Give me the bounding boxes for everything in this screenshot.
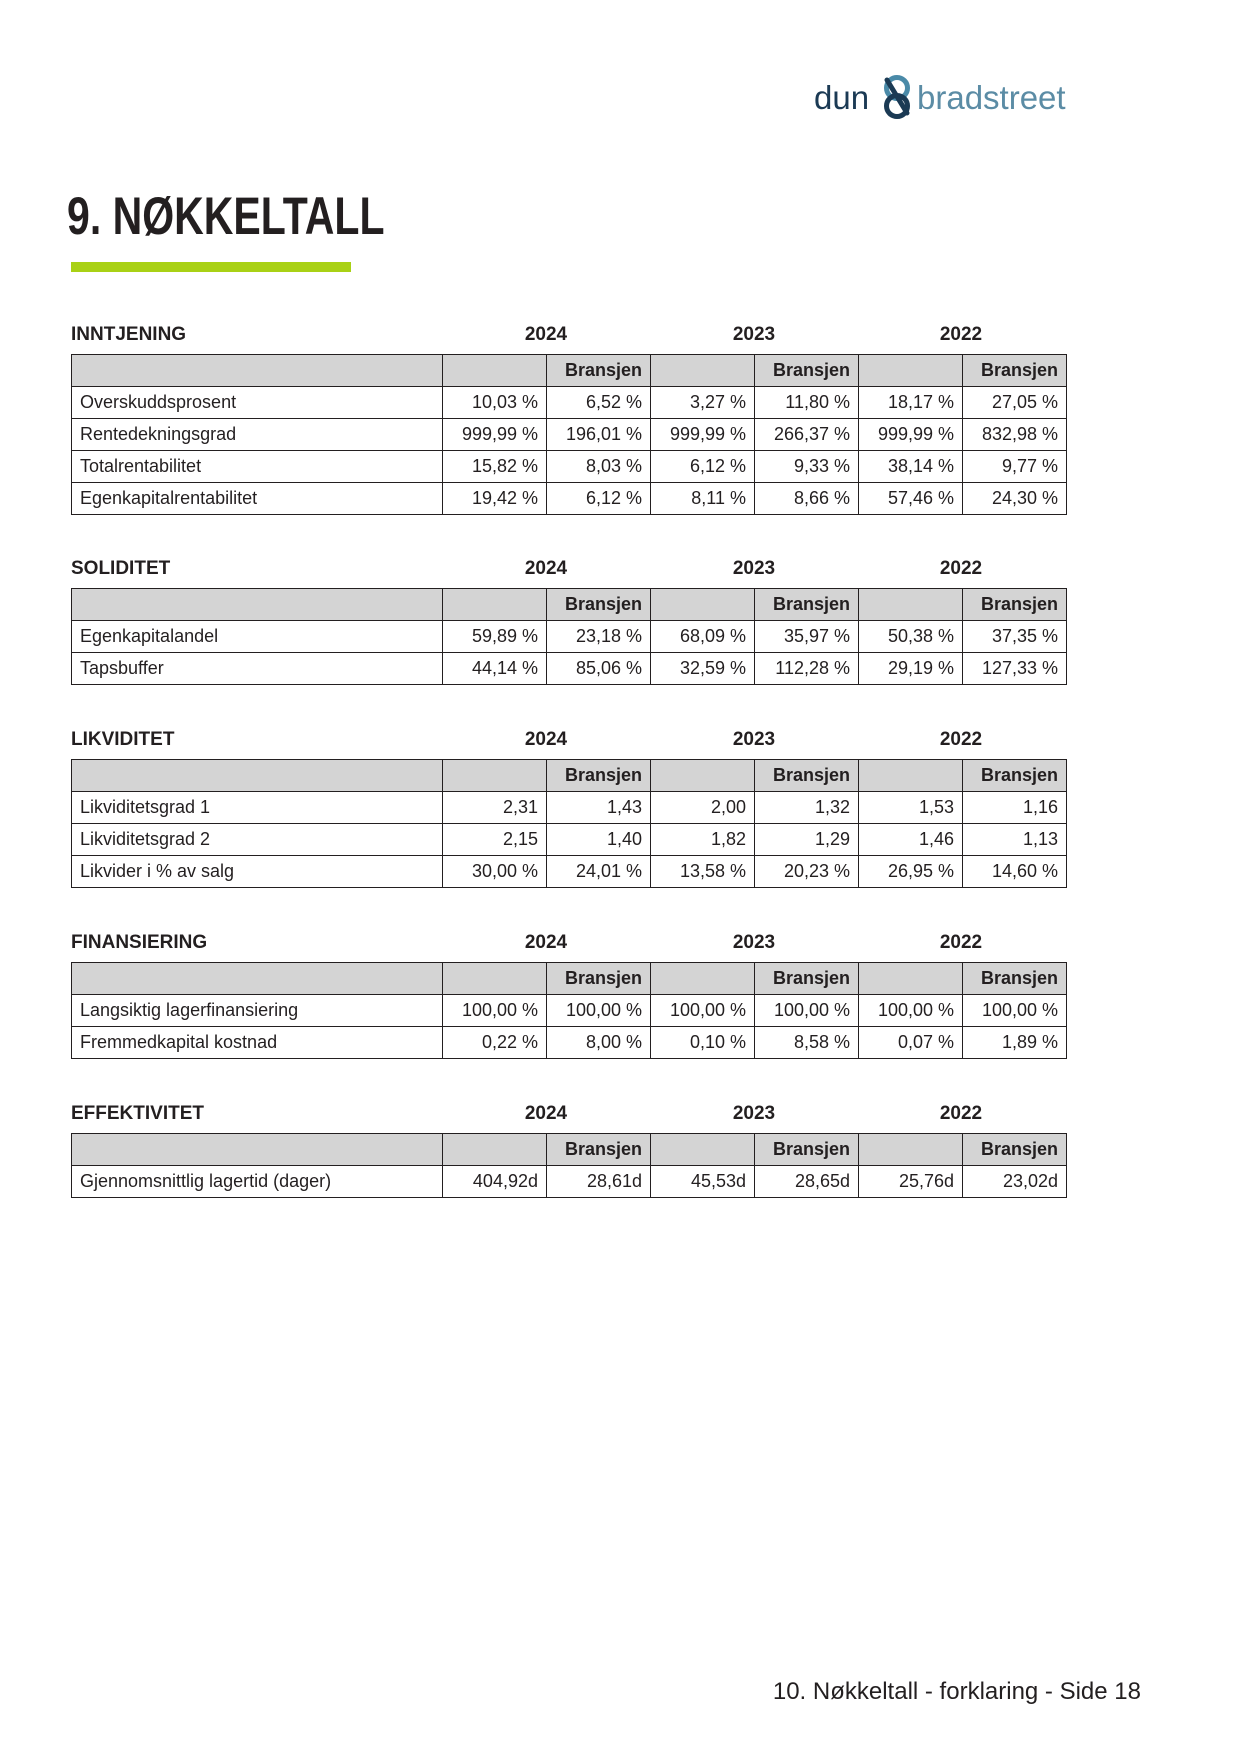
svg-text:dun: dun xyxy=(814,79,869,116)
svg-text:bradstreet: bradstreet xyxy=(917,79,1066,116)
